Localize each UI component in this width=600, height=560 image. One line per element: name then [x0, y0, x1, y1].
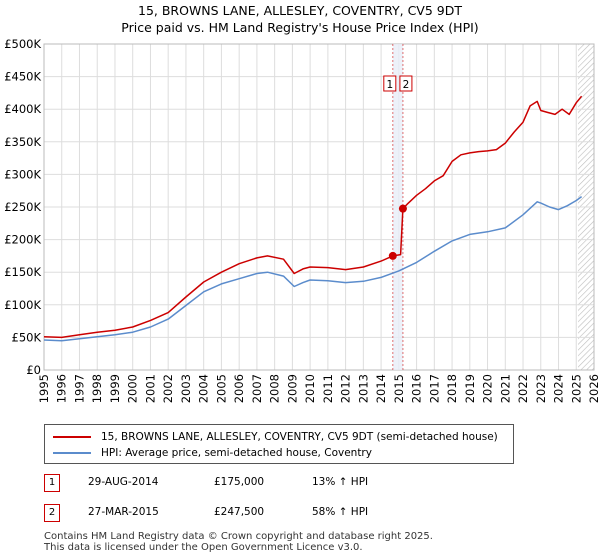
chart-subtitle: Price paid vs. HM Land Registry's House … — [121, 20, 479, 35]
y-tick-label: £400K — [4, 102, 41, 116]
y-tick-label: £150K — [4, 265, 41, 279]
legend-item-property: 15, BROWNS LANE, ALLESLEY, COVENTRY, CV5… — [53, 430, 498, 444]
x-tick-label: 1996 — [55, 374, 69, 403]
x-tick-label: 1998 — [90, 374, 104, 403]
x-tick-label: 2011 — [321, 374, 335, 403]
x-tick-label: 2002 — [161, 374, 175, 403]
x-tick-label: 2003 — [179, 374, 193, 403]
y-tick-label: £200K — [4, 233, 41, 247]
hpi-line — [43, 195, 583, 342]
sale-label-2: 2 — [403, 79, 410, 91]
x-tick-label: 2022 — [516, 374, 530, 403]
legend-label-hpi: HPI: Average price, semi-detached house,… — [101, 447, 372, 459]
y-tick-label: £50K — [12, 330, 42, 344]
x-tick-label: 2026 — [587, 374, 600, 403]
legend-swatch-property — [53, 436, 91, 438]
x-tick-label: 2021 — [498, 374, 512, 403]
x-tick-label: 2007 — [250, 374, 264, 403]
legend-label-property: 15, BROWNS LANE, ALLESLEY, COVENTRY, CV5… — [101, 431, 498, 443]
x-tick-label: 2004 — [197, 374, 211, 403]
legend-item-hpi: HPI: Average price, semi-detached house,… — [53, 446, 372, 460]
sale-marker-badge: 2 — [44, 504, 60, 522]
x-tick-label: 1995 — [37, 374, 51, 403]
x-tick-label: 1999 — [108, 374, 122, 403]
y-tick-label: £450K — [4, 70, 41, 84]
x-tick-label: 2006 — [232, 374, 246, 403]
x-tick-label: 2024 — [552, 374, 566, 403]
footer-licence: This data is licensed under the Open Gov… — [44, 542, 363, 553]
sale-point-2 — [398, 204, 407, 213]
sale-hpi-change: 58% ↑ HPI — [312, 506, 369, 518]
x-tick-label: 2008 — [268, 374, 282, 403]
footer-notice: Contains HM Land Registry data © Crown c… — [44, 531, 433, 553]
x-tick-label: 2015 — [392, 374, 406, 403]
sale-point-1 — [388, 251, 397, 260]
plot-frame — [43, 43, 595, 371]
x-tick-label: 2019 — [463, 374, 477, 403]
x-tick-label: 2010 — [303, 374, 317, 403]
sale-price: £247,500 — [214, 506, 265, 518]
sale-marker-badge: 1 — [44, 474, 60, 492]
x-tick-label: 2017 — [427, 374, 441, 403]
x-tick-label: 2001 — [143, 374, 157, 403]
sale-label-1: 1 — [386, 79, 393, 91]
sale-date: 29-AUG-2014 — [88, 476, 159, 488]
x-tick-label: 2020 — [481, 374, 495, 403]
x-tick-label: 2016 — [410, 374, 424, 403]
x-tick-label: 2025 — [569, 374, 583, 403]
sale-hpi-change: 13% ↑ HPI — [312, 476, 369, 488]
y-tick-label: £350K — [4, 135, 41, 149]
price-chart: £0 £50K £100K £150K £200K £250K £300K £350K £400… — [4, 37, 600, 403]
property-price-line — [43, 95, 583, 339]
y-tick-label: £100K — [4, 298, 41, 312]
x-tick-label: 2014 — [374, 374, 388, 403]
y-tick-label: £0 — [26, 363, 41, 377]
x-tick-label: 2005 — [214, 374, 228, 403]
x-tick-label: 2013 — [356, 374, 370, 403]
x-tick-label: 2018 — [445, 374, 459, 403]
x-tick-label: 2023 — [534, 374, 548, 403]
sale-label-box-1 — [383, 75, 397, 92]
x-tick-label: 2000 — [126, 374, 140, 403]
x-tick-label: 2009 — [285, 374, 299, 403]
y-tick-label: £500K — [4, 37, 41, 51]
footer-copyright: Contains HM Land Registry data © Crown c… — [44, 531, 433, 542]
sale-date: 27-MAR-2015 — [88, 506, 159, 518]
y-tick-label: £300K — [4, 167, 41, 181]
chart-legend: 15, BROWNS LANE, ALLESLEY, COVENTRY, CV5… — [44, 424, 514, 464]
y-tick-label: £250K — [4, 200, 41, 214]
x-tick-label: 2012 — [339, 374, 353, 403]
sale-label-box-2 — [399, 75, 413, 92]
legend-swatch-hpi — [53, 452, 91, 454]
sale-period-band — [392, 44, 403, 370]
chart-title-address: 15, BROWNS LANE, ALLESLEY, COVENTRY, CV5… — [138, 3, 462, 18]
sale-price: £175,000 — [214, 476, 265, 488]
x-tick-label: 1997 — [72, 374, 86, 403]
